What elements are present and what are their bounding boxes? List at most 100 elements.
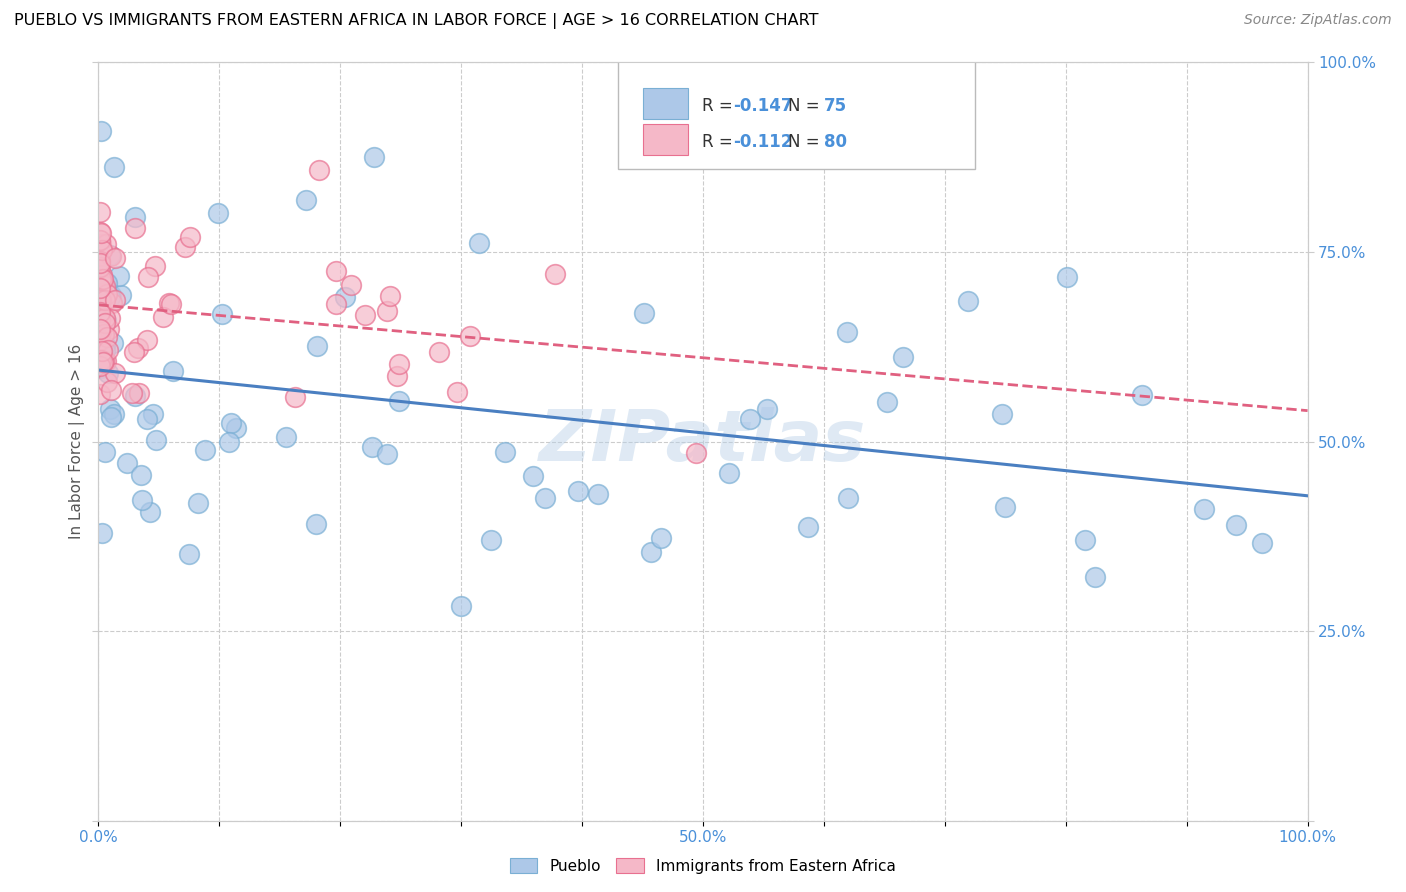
Point — [427, 345, 450, 359]
Point — [94, 316, 117, 330]
Point — [101, 335, 124, 350]
Point — [211, 307, 233, 321]
Y-axis label: In Labor Force | Age > 16: In Labor Force | Age > 16 — [69, 344, 84, 539]
Point — [128, 385, 150, 400]
Point — [103, 407, 125, 421]
Point — [446, 385, 468, 400]
Point — [131, 492, 153, 507]
Point — [100, 409, 122, 424]
Point — [115, 456, 138, 470]
Point — [100, 311, 122, 326]
Point — [194, 442, 217, 457]
Point — [89, 205, 111, 219]
Point — [94, 311, 117, 326]
Point — [93, 354, 115, 368]
Point — [94, 445, 117, 459]
Point — [152, 310, 174, 324]
Point — [97, 343, 120, 358]
Point — [90, 285, 112, 300]
Point — [308, 163, 330, 178]
Point — [89, 386, 111, 401]
Point — [94, 337, 117, 351]
Point — [274, 430, 297, 444]
Point — [90, 124, 112, 138]
Point — [97, 367, 120, 381]
Point — [640, 544, 662, 558]
Point — [91, 277, 114, 291]
Point — [837, 325, 859, 339]
Text: 75: 75 — [824, 97, 848, 115]
Point — [104, 251, 127, 265]
Point — [284, 390, 307, 404]
Text: Source: ZipAtlas.com: Source: ZipAtlas.com — [1244, 13, 1392, 28]
Point — [375, 304, 398, 318]
Point — [94, 278, 117, 293]
Point — [534, 491, 557, 505]
Point — [110, 288, 132, 302]
Point — [956, 294, 979, 309]
Point — [100, 383, 122, 397]
Point — [90, 340, 112, 354]
Point — [100, 288, 122, 302]
Point — [90, 293, 112, 308]
Point — [187, 496, 209, 510]
Point — [89, 225, 111, 239]
Point — [98, 322, 121, 336]
Point — [388, 393, 411, 408]
Point — [1225, 517, 1247, 532]
Point — [380, 289, 402, 303]
Point — [718, 467, 741, 481]
Point — [89, 253, 111, 268]
Point — [586, 487, 609, 501]
Text: N =: N = — [789, 133, 825, 152]
Point — [325, 297, 347, 311]
Point — [96, 329, 118, 343]
Point — [304, 516, 326, 531]
Point — [104, 367, 127, 381]
Point — [650, 531, 672, 545]
Point — [522, 469, 544, 483]
Point — [89, 260, 111, 274]
Point — [89, 313, 111, 327]
Text: -0.147: -0.147 — [733, 97, 793, 115]
Point — [225, 421, 247, 435]
Point — [340, 277, 363, 292]
Point — [104, 293, 127, 307]
Point — [353, 308, 375, 322]
Text: -0.112: -0.112 — [733, 133, 793, 152]
Point — [450, 599, 472, 613]
Point — [124, 221, 146, 235]
Point — [294, 193, 316, 207]
Point — [363, 150, 385, 164]
Point — [173, 240, 195, 254]
Point — [121, 386, 143, 401]
Point — [543, 268, 565, 282]
Point — [157, 296, 180, 310]
Text: ZIPatlas: ZIPatlas — [540, 407, 866, 476]
Point — [738, 412, 761, 426]
Point — [90, 353, 112, 368]
Point — [89, 233, 111, 247]
Point — [458, 328, 481, 343]
Point — [91, 525, 114, 540]
Legend: Pueblo, Immigrants from Eastern Africa: Pueblo, Immigrants from Eastern Africa — [503, 852, 903, 880]
Point — [89, 333, 111, 347]
Point — [94, 314, 117, 328]
Point — [93, 327, 115, 342]
Point — [325, 264, 347, 278]
Bar — [644, 88, 688, 119]
Point — [387, 368, 409, 383]
Point — [91, 243, 114, 257]
Point — [89, 359, 111, 373]
Point — [124, 210, 146, 224]
Point — [98, 401, 121, 416]
Point — [375, 447, 398, 461]
Point — [96, 287, 118, 301]
Point — [108, 268, 131, 283]
Point — [333, 290, 356, 304]
Point — [96, 375, 118, 389]
Point — [89, 254, 111, 268]
Point — [91, 271, 114, 285]
Point — [136, 269, 159, 284]
Point — [94, 353, 117, 368]
